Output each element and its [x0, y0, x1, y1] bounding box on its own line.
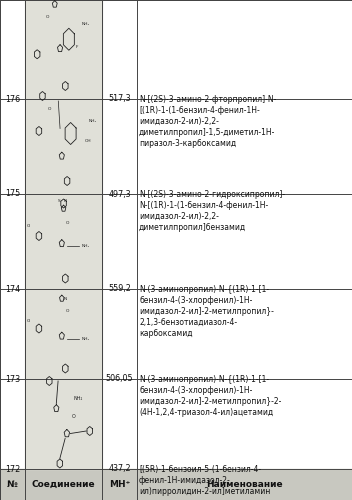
- Text: 497,3: 497,3: [108, 190, 131, 198]
- Text: N-(3-аминопропил)-N-{(1R)-1-[1-
бензил-4-(3-хлорфенил)-1Н-
имидазол-2-ил]-2-мети: N-(3-аминопропил)-N-{(1R)-1-[1- бензил-4…: [139, 375, 281, 418]
- Text: 173: 173: [5, 374, 20, 384]
- Text: 506,05: 506,05: [106, 374, 133, 384]
- Text: N-[(2S)-3-амино-2-гидроксипропил]-
N-[(1R)-1-(1-бензил-4-фенил-1Н-
имидазол-2-ил: N-[(2S)-3-амино-2-гидроксипропил]- N-[(1…: [139, 190, 285, 232]
- Text: 559,2: 559,2: [108, 284, 131, 294]
- Text: 174: 174: [5, 284, 20, 294]
- Text: Соединение: Соединение: [32, 480, 95, 489]
- Text: N: N: [64, 199, 67, 203]
- Text: Cl: Cl: [26, 224, 31, 228]
- Text: №: №: [7, 480, 18, 489]
- Text: Наименование: Наименование: [206, 480, 283, 489]
- Text: [(5R)-1-бензоил-5-(1-бензил-4-
фенил-1Н-имидазол-2-
ил)пирролидин-2-ил]метиламин: [(5R)-1-бензоил-5-(1-бензил-4- фенил-1Н-…: [139, 465, 270, 496]
- Text: Cl: Cl: [26, 319, 31, 323]
- Text: 517,3: 517,3: [108, 94, 131, 104]
- Text: N: N: [64, 296, 67, 300]
- Text: OH: OH: [85, 139, 91, 143]
- Text: S: S: [58, 199, 60, 203]
- Text: NH₂: NH₂: [81, 336, 89, 340]
- Text: O: O: [72, 414, 76, 418]
- Text: NH₂: NH₂: [81, 22, 89, 26]
- Text: N-(3-аминопропил)-N-{(1R)-1-[1-
бензил-4-(3-хлорфенил)-1Н-
имидазол-2-ил]-2-мети: N-(3-аминопропил)-N-{(1R)-1-[1- бензил-4…: [139, 285, 274, 339]
- Text: NH₂: NH₂: [88, 119, 96, 123]
- Text: NH₂: NH₂: [74, 396, 83, 401]
- Text: F: F: [76, 45, 78, 49]
- Text: N-[(2S)-3-амино-2-фторпропил]-N-
[(1R)-1-(1-бензил-4-фенил-1Н-
имидазол-2-ил)-2,: N-[(2S)-3-амино-2-фторпропил]-N- [(1R)-1…: [139, 95, 276, 148]
- Text: 175: 175: [5, 190, 20, 198]
- Text: NH₂: NH₂: [81, 244, 89, 248]
- Text: O: O: [65, 222, 69, 226]
- Text: 176: 176: [5, 94, 20, 104]
- Text: O: O: [48, 106, 51, 110]
- Text: 437,2: 437,2: [108, 464, 131, 473]
- Text: O: O: [46, 15, 49, 19]
- Text: O: O: [65, 309, 69, 313]
- Text: 172: 172: [5, 464, 20, 473]
- Text: MH⁺: MH⁺: [109, 480, 130, 489]
